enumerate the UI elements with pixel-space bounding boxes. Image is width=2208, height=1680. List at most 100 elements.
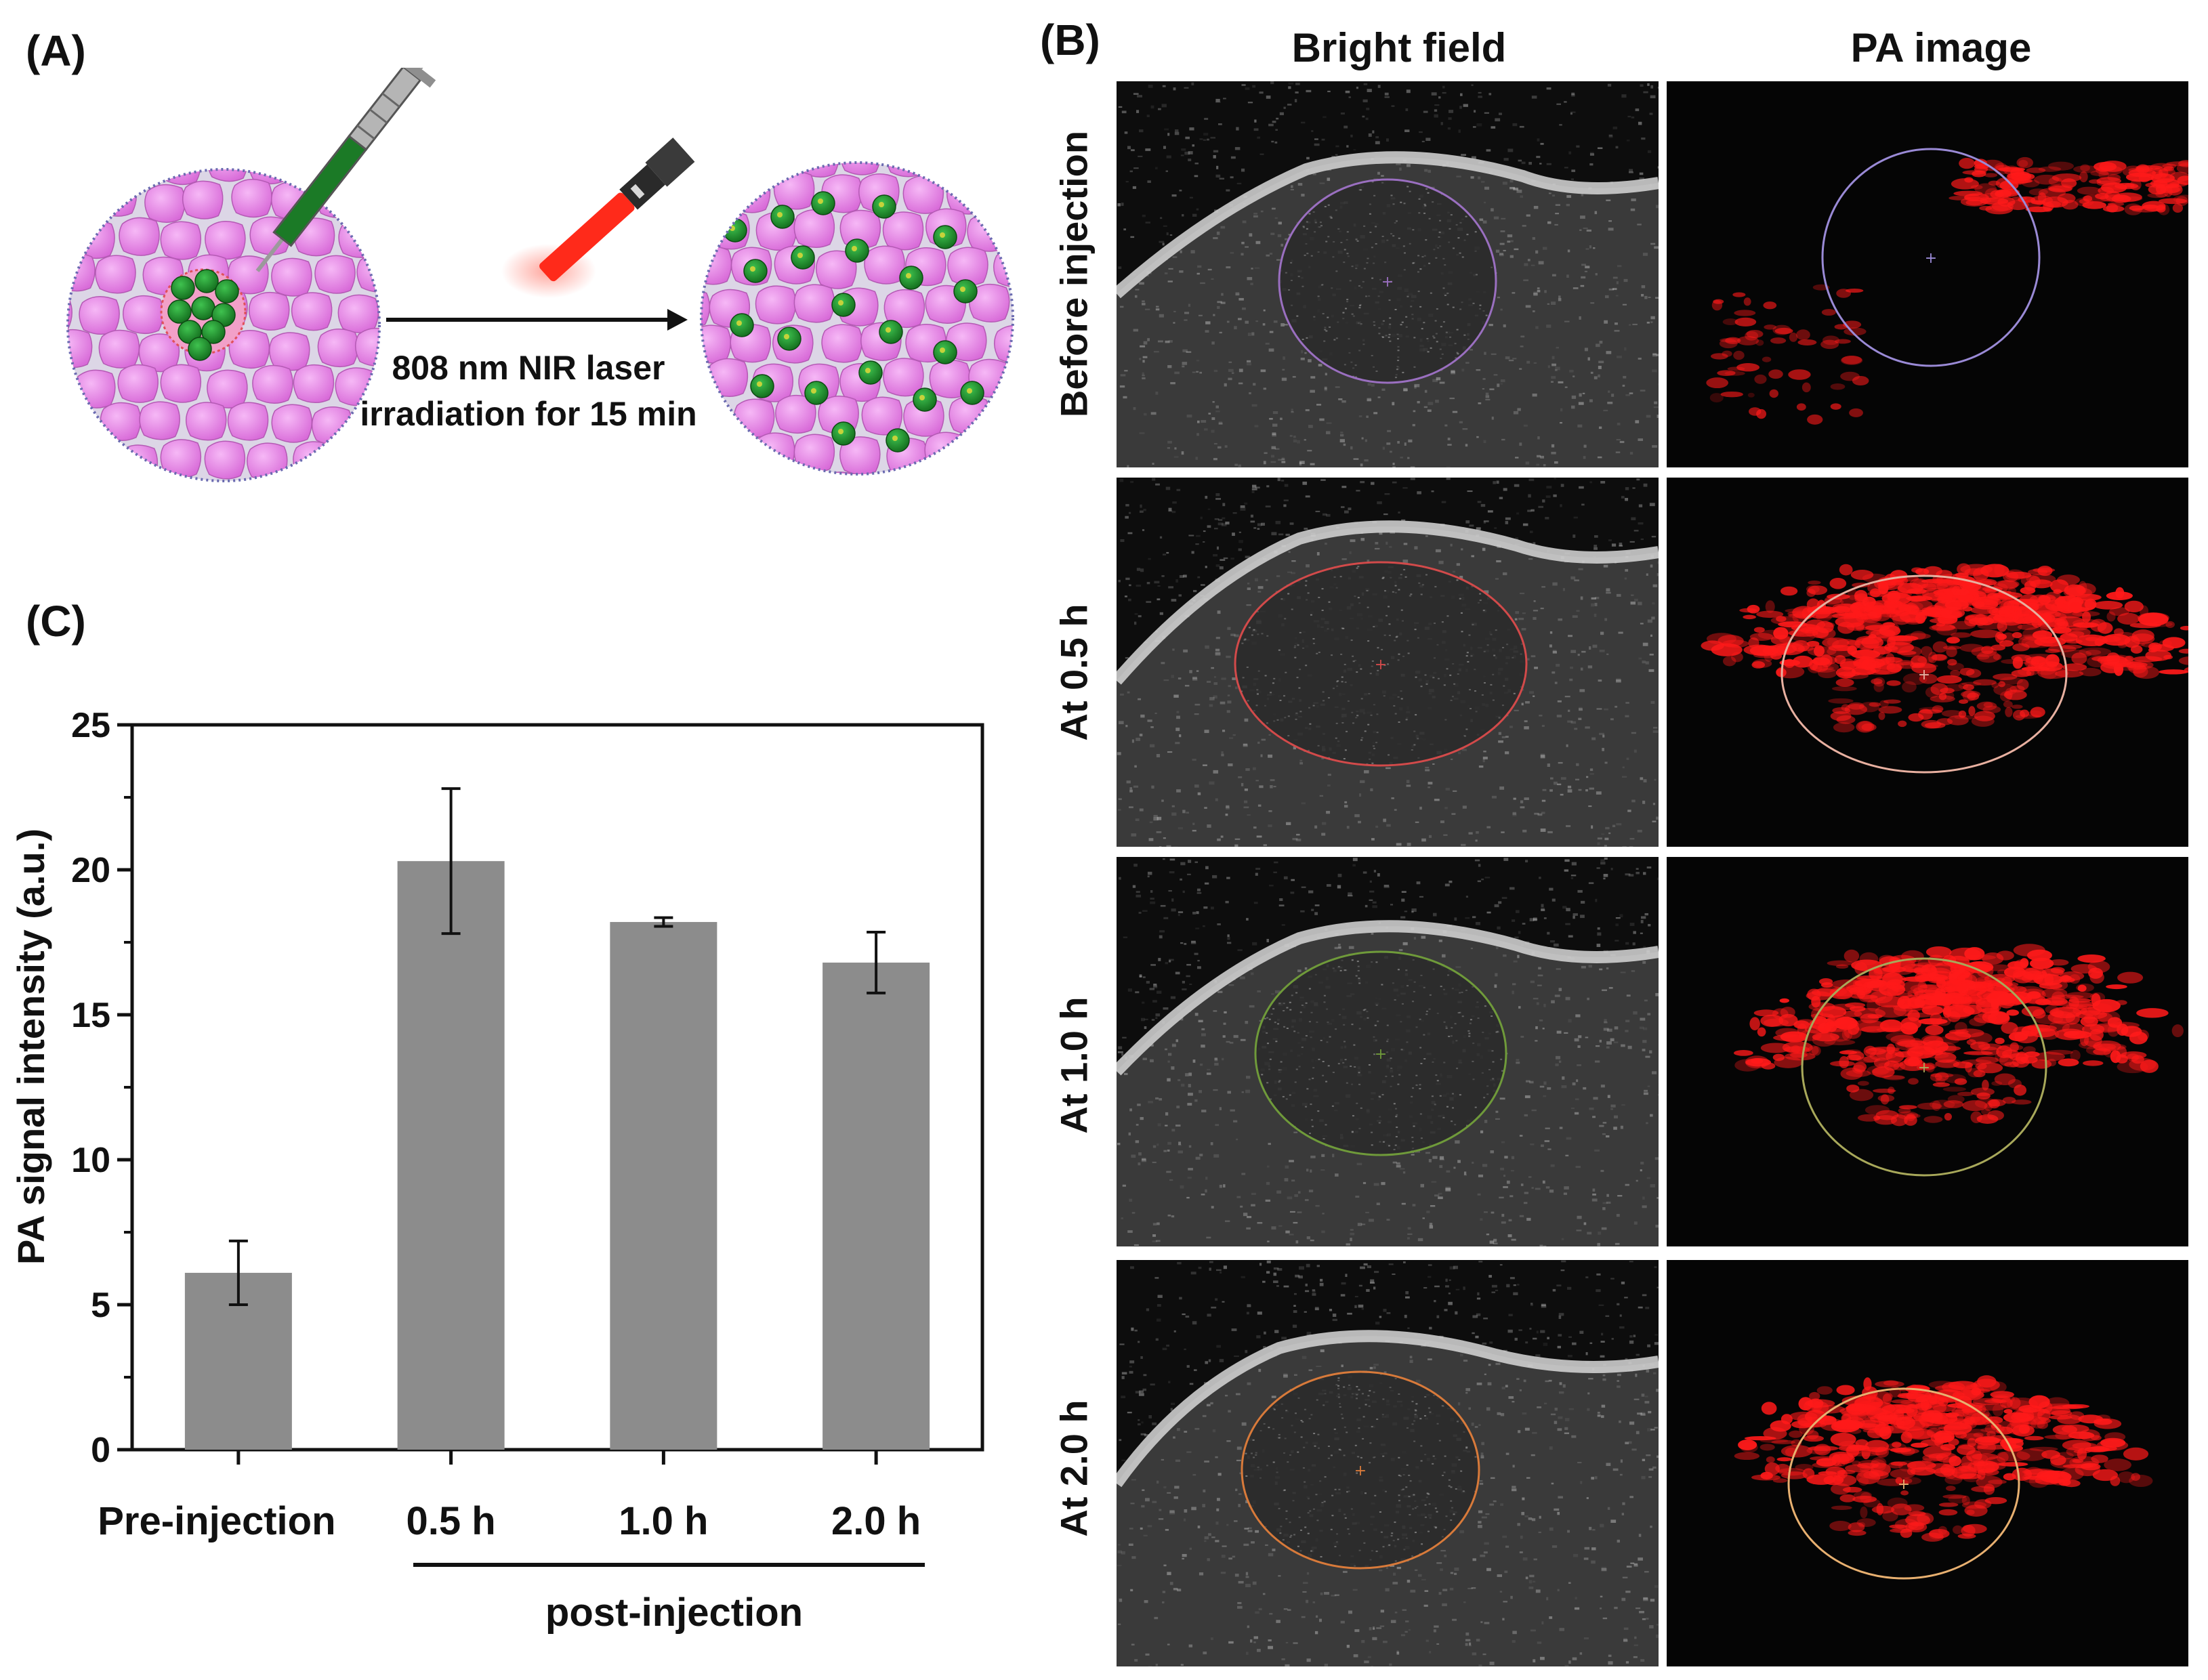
tissue-cell — [754, 163, 795, 175]
tissue-cell — [793, 434, 835, 473]
tissue-cell — [377, 216, 379, 255]
tissue-cell — [68, 403, 94, 442]
bright-field-image-0-5h: + — [1117, 478, 1659, 847]
tissue-cell — [839, 163, 881, 175]
tissue-cell — [356, 184, 379, 224]
tissue-cell — [68, 253, 96, 292]
tissue-cell — [988, 471, 1013, 474]
tissue-cell — [79, 296, 120, 335]
tissue-cell — [775, 469, 817, 474]
tissue-cell — [185, 402, 227, 441]
tumor-roi-outline — [1821, 148, 2041, 367]
pa-image-2-0h: + — [1667, 1260, 2188, 1666]
chart-bars — [184, 787, 930, 1450]
tissue-cell — [404, 253, 444, 291]
nanoparticle — [845, 238, 869, 263]
laser-text-line1: 808 nm NIR laser — [392, 349, 665, 387]
tissue-cell — [252, 364, 293, 404]
panel-b-label: (B) — [1040, 16, 1100, 64]
tissue-cell — [992, 399, 1013, 438]
nanoparticle — [750, 374, 774, 398]
nanoparticle — [953, 279, 978, 303]
tissue-cell — [775, 394, 816, 434]
tissue-cell — [378, 295, 379, 335]
x-category-label: Pre-injection — [98, 1499, 335, 1543]
tissue-cell — [972, 438, 1013, 474]
tissue-cell — [970, 163, 1011, 180]
x-category-label: 0.5 h — [407, 1499, 496, 1543]
y-tick-label: 0 — [91, 1431, 110, 1470]
tissue-cell — [816, 250, 857, 289]
tissue-cell — [144, 184, 186, 223]
tissue-cell — [144, 480, 186, 481]
tissue-cell — [207, 169, 249, 182]
tissue-cell — [68, 217, 75, 256]
tissue-cell — [75, 441, 116, 480]
error-bar — [441, 787, 461, 936]
tumor-roi-outline — [1234, 561, 1528, 767]
tissue-cell — [68, 442, 76, 481]
tissue-cell — [205, 221, 246, 260]
tissue-cell — [230, 478, 272, 481]
tumor-roi-outline — [1278, 178, 1497, 384]
tissue-cell — [381, 142, 421, 180]
tumor-roi-outline — [1787, 1387, 2020, 1580]
tissue-cell — [905, 469, 947, 474]
tissue-cell — [359, 483, 399, 515]
row-label-2-0h: At 2.0 h — [1052, 1400, 1096, 1537]
tissue-cell — [73, 169, 115, 181]
tissue-cell — [231, 179, 272, 218]
tissue-cell — [337, 294, 379, 333]
tissue-cell — [182, 180, 224, 219]
tissue-cell — [317, 329, 359, 368]
nanoparticle — [201, 320, 226, 344]
tissue-before-irradiation — [66, 142, 444, 515]
nanoparticle — [886, 428, 910, 453]
column-header-bright-field: Bright field — [1291, 25, 1507, 70]
tissue-cell — [139, 401, 180, 440]
tissue-cell — [204, 440, 246, 480]
bright-field-image-1-0h: + — [1117, 857, 1659, 1246]
tissue-cell — [207, 369, 248, 408]
tissue-cell — [185, 483, 225, 515]
tissue-cell — [119, 217, 160, 256]
tissue-cell — [701, 289, 711, 328]
tissue-cell — [1016, 438, 1030, 476]
tissue-cell — [317, 482, 357, 515]
bar-2-0-h — [822, 962, 930, 1450]
tissue-cell — [160, 364, 202, 403]
pa-image-0-5h: + — [1667, 478, 2188, 847]
tissue-cell — [793, 209, 835, 248]
tissue-cell — [98, 329, 140, 369]
tissue-cell — [793, 284, 835, 323]
tissue-cell — [882, 211, 924, 251]
tissue-cell — [864, 245, 905, 285]
tissue-cell — [701, 360, 709, 399]
row-label-0-5h: At 0.5 h — [1052, 604, 1096, 741]
tissue-cell — [709, 432, 751, 471]
svg-text:+: + — [1375, 656, 1387, 673]
tissue-cell — [96, 177, 138, 217]
tissue-cell — [160, 169, 202, 186]
tumor-roi-outline — [1254, 950, 1507, 1156]
post-injection-label: post-injection — [545, 1591, 803, 1635]
nanoparticle — [811, 191, 835, 215]
tissue-cell — [701, 209, 710, 249]
nanoparticle — [730, 313, 754, 337]
nanoparticle — [191, 296, 215, 320]
tissue-cell — [354, 327, 379, 366]
tissue-cell — [883, 289, 925, 329]
tissue-cell — [293, 364, 335, 404]
panel-a-schematic: 808 nm NIR laser irradiation for 15 min — [66, 68, 1030, 515]
nanoparticle — [770, 205, 795, 229]
nanoparticle — [743, 259, 768, 283]
svg-text:+: + — [1381, 274, 1394, 291]
nanoparticle — [167, 299, 192, 324]
tissue-cell — [311, 406, 353, 446]
svg-text:+: + — [1375, 1046, 1387, 1063]
tissue-cell — [950, 474, 990, 512]
tissue-cell — [713, 163, 754, 176]
tissue-cell — [338, 219, 379, 258]
nanoparticle — [171, 276, 195, 300]
tissue-cell — [68, 370, 75, 409]
